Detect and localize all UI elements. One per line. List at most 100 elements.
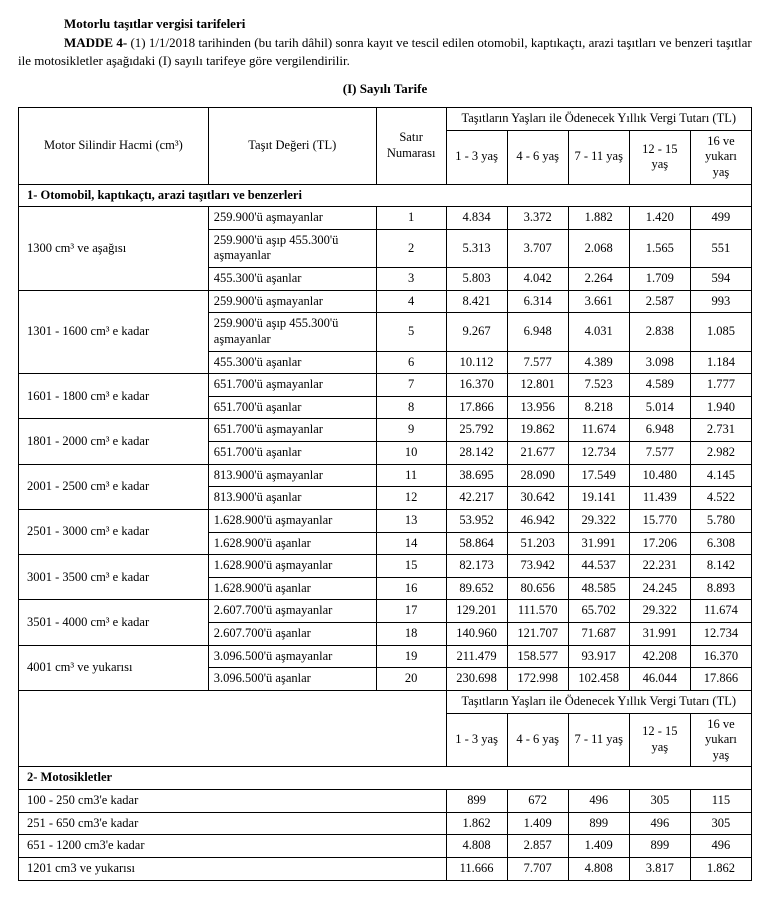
value-cell: 651.700'ü aşanlar [208, 442, 376, 465]
tax-cell: 46.942 [507, 509, 568, 532]
rowno-cell: 6 [376, 351, 446, 374]
rowno-cell: 15 [376, 555, 446, 578]
tax-cell: 12.734 [568, 442, 629, 465]
tax-cell: 24.245 [629, 577, 690, 600]
tax-cell: 6.948 [629, 419, 690, 442]
table-row: 1801 - 2000 cm³ e kadar651.700'ü aşmayan… [19, 419, 752, 442]
tax-cell: 9.267 [446, 313, 507, 351]
table-row: 1301 - 1600 cm³ e kadar259.900'ü aşmayan… [19, 290, 752, 313]
moto-engine-cell: 251 - 650 cm3'e kadar [19, 812, 447, 835]
engine-cell: 4001 cm³ ve yukarısı [19, 645, 209, 690]
tax-cell: 3.098 [629, 351, 690, 374]
value-cell: 813.900'ü aşanlar [208, 487, 376, 510]
tax-cell: 496 [629, 812, 690, 835]
engine-cell: 1301 - 1600 cm³ e kadar [19, 290, 209, 374]
rowno-cell: 1 [376, 207, 446, 230]
table-row: 1201 cm3 ve yukarısı11.6667.7074.8083.81… [19, 857, 752, 880]
tax-cell: 3.817 [629, 857, 690, 880]
tax-cell: 551 [690, 229, 751, 267]
moto-engine-cell: 1201 cm3 ve yukarısı [19, 857, 447, 880]
table-row: 4001 cm³ ve yukarısı3.096.500'ü aşmayanl… [19, 645, 752, 668]
section-2-title-row: 2- Motosikletler [19, 767, 752, 790]
page-heading: Motorlu taşıtlar vergisi tarifeleri [18, 16, 752, 32]
tax-cell: 29.322 [568, 509, 629, 532]
tax-cell: 5.780 [690, 509, 751, 532]
th-age-0: 1 - 3 yaş [446, 130, 507, 184]
tax-cell: 3.707 [507, 229, 568, 267]
article-text: (1) 1/1/2018 tarihinden (bu tarih dâhil)… [18, 35, 752, 68]
tax-cell: 17.549 [568, 464, 629, 487]
tax-cell: 2.838 [629, 313, 690, 351]
tax-cell: 3.661 [568, 290, 629, 313]
value-cell: 259.900'ü aşıp 455.300'ü aşmayanlar [208, 313, 376, 351]
tax-cell: 5.313 [446, 229, 507, 267]
tax-cell: 65.702 [568, 600, 629, 623]
th-age-4: 16 ve yukarı yaş [690, 130, 751, 184]
table-row: 1601 - 1800 cm³ e kadar651.700'ü aşmayan… [19, 374, 752, 397]
engine-cell: 3001 - 3500 cm³ e kadar [19, 555, 209, 600]
rowno-cell: 4 [376, 290, 446, 313]
tax-cell: 46.044 [629, 668, 690, 691]
tax-cell: 1.409 [507, 812, 568, 835]
th-age2-3: 12 - 15 yaş [629, 713, 690, 767]
tax-cell: 19.862 [507, 419, 568, 442]
value-cell: 259.900'ü aşmayanlar [208, 207, 376, 230]
engine-cell: 1801 - 2000 cm³ e kadar [19, 419, 209, 464]
tax-cell: 7.523 [568, 374, 629, 397]
value-cell: 651.700'ü aşanlar [208, 396, 376, 419]
tax-cell: 93.917 [568, 645, 629, 668]
value-cell: 455.300'ü aşanlar [208, 268, 376, 291]
engine-cell: 2001 - 2500 cm³ e kadar [19, 464, 209, 509]
tax-cell: 28.090 [507, 464, 568, 487]
tax-cell: 17.866 [690, 668, 751, 691]
engine-cell: 1601 - 1800 cm³ e kadar [19, 374, 209, 419]
table-row: 100 - 250 cm3'e kadar899672496305115 [19, 790, 752, 813]
tax-cell: 499 [690, 207, 751, 230]
tax-cell: 1.085 [690, 313, 751, 351]
rowno-cell: 20 [376, 668, 446, 691]
tax-cell: 1.709 [629, 268, 690, 291]
tax-cell: 80.656 [507, 577, 568, 600]
th-age2-2: 7 - 11 yaş [568, 713, 629, 767]
tax-cell: 899 [629, 835, 690, 858]
table-row: 1300 cm³ ve aşağısı259.900'ü aşmayanlar1… [19, 207, 752, 230]
tax-cell: 30.642 [507, 487, 568, 510]
tax-cell: 4.389 [568, 351, 629, 374]
tax-cell: 17.866 [446, 396, 507, 419]
tax-cell: 53.952 [446, 509, 507, 532]
rowno-cell: 19 [376, 645, 446, 668]
tax-cell: 10.480 [629, 464, 690, 487]
tax-cell: 594 [690, 268, 751, 291]
th-age-title: Taşıtların Yaşları ile Ödenecek Yıllık V… [446, 108, 751, 131]
th-vehicle-value: Taşıt Değeri (TL) [208, 108, 376, 185]
tax-cell: 11.666 [446, 857, 507, 880]
tax-cell: 11.439 [629, 487, 690, 510]
tax-cell: 22.231 [629, 555, 690, 578]
engine-cell: 2501 - 3000 cm³ e kadar [19, 509, 209, 554]
rowno-cell: 17 [376, 600, 446, 623]
table-row: 3001 - 3500 cm³ e kadar1.628.900'ü aşmay… [19, 555, 752, 578]
tax-cell: 6.948 [507, 313, 568, 351]
tax-cell: 48.585 [568, 577, 629, 600]
tax-cell: 4.522 [690, 487, 751, 510]
tax-cell: 10.112 [446, 351, 507, 374]
table-row: 3501 - 4000 cm³ e kadar2.607.700'ü aşmay… [19, 600, 752, 623]
tax-cell: 31.991 [568, 532, 629, 555]
th-age2-4: 16 ve yukarı yaş [690, 713, 751, 767]
tax-cell: 121.707 [507, 623, 568, 646]
tax-cell: 4.145 [690, 464, 751, 487]
tax-cell: 1.565 [629, 229, 690, 267]
tax-cell: 29.322 [629, 600, 690, 623]
tax-cell: 5.803 [446, 268, 507, 291]
value-cell: 651.700'ü aşmayanlar [208, 419, 376, 442]
tax-cell: 2.731 [690, 419, 751, 442]
tax-cell: 1.409 [568, 835, 629, 858]
th-age-2: 7 - 11 yaş [568, 130, 629, 184]
table-row: 2501 - 3000 cm³ e kadar1.628.900'ü aşmay… [19, 509, 752, 532]
rowno-cell: 9 [376, 419, 446, 442]
mid-header-row: Taşıtların Yaşları ile Ödenecek Yıllık V… [19, 690, 752, 713]
tax-cell: 305 [690, 812, 751, 835]
tax-cell: 993 [690, 290, 751, 313]
tax-cell: 2.587 [629, 290, 690, 313]
tax-cell: 12.734 [690, 623, 751, 646]
